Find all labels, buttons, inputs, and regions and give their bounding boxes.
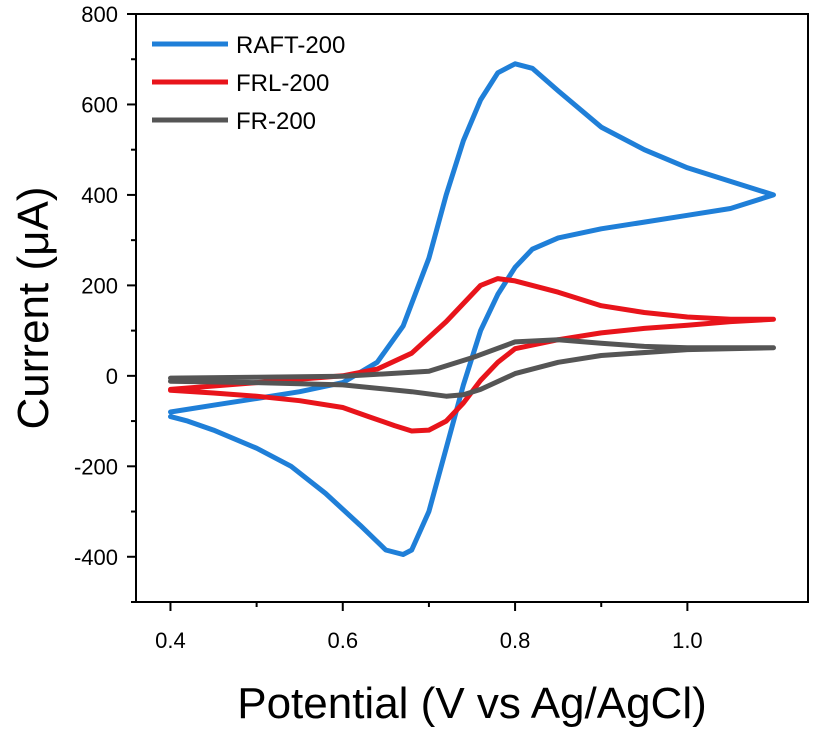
plot-frame [136,14,808,602]
y-axis-title: Current (μA) [9,187,58,430]
x-axis-title: Potential (V vs Ag/AgCl) [237,679,707,728]
y-tick-label: 0 [106,364,118,389]
y-axis: -400 -200 0 200 400 600 800 [74,2,136,602]
y-tick-label: 400 [81,183,118,208]
x-tick-label: 0.4 [155,628,186,653]
plot-lines [171,64,774,555]
x-tick-label: 0.6 [327,628,358,653]
y-tick-label: 800 [81,2,118,27]
x-tick-label: 1.0 [672,628,703,653]
legend-label: RAFT-200 [236,32,345,59]
x-axis: 0.4 0.6 0.8 1.0 [155,602,703,653]
series-line-raft-200 [171,64,774,555]
y-tick-label: -400 [74,545,118,570]
y-tick-label: 200 [81,273,118,298]
y-tick-label: 600 [81,92,118,117]
y-tick-label: -200 [74,454,118,479]
x-tick-label: 0.8 [500,628,531,653]
legend: RAFT-200 FRL-200 FR-200 [152,32,345,135]
legend-label: FR-200 [236,108,316,135]
legend-label: FRL-200 [236,70,329,97]
